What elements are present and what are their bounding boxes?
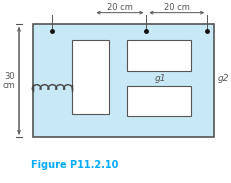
Text: 20 cm: 20 cm: [164, 3, 190, 12]
Text: 20 cm: 20 cm: [107, 3, 133, 12]
Text: cm: cm: [2, 81, 15, 90]
Text: 30: 30: [4, 72, 15, 81]
Text: g1: g1: [155, 74, 166, 83]
Text: g2: g2: [218, 74, 229, 83]
Bar: [127, 40, 191, 72]
Bar: [127, 86, 191, 116]
Text: Figure P11.2.10: Figure P11.2.10: [31, 160, 118, 170]
Bar: [33, 24, 214, 137]
Bar: [72, 40, 109, 114]
